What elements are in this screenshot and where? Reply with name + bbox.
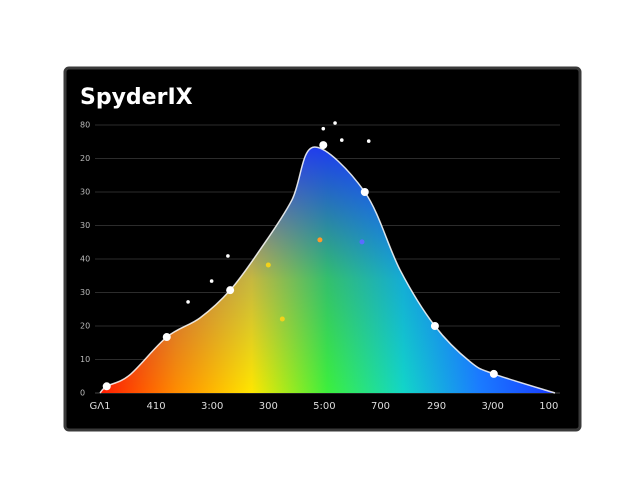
point [366,139,371,143]
x-tick-label: 3/00 [481,401,503,412]
y-tick-label: 20 [80,154,90,163]
x-tick-label: 5:00 [313,401,335,412]
point [333,121,337,125]
point [430,322,439,330]
point [226,254,230,258]
point [489,369,498,378]
x-tick-label: 100 [539,401,558,412]
area-shade [100,147,555,393]
point [265,262,271,268]
point [339,138,344,142]
x-tick-label: 290 [427,401,446,412]
x-tick-label: 300 [259,401,278,412]
x-tick-label: 700 [371,401,390,412]
curve-line [99,146,556,394]
point [360,188,369,196]
point [317,237,323,243]
point [279,316,285,322]
y-tick-label: 10 [80,355,90,364]
y-tick-label: 30 [80,288,90,297]
y-tick-label: 20 [80,322,90,331]
point [186,300,190,304]
x-tick-label: GΛ1 [90,401,111,412]
y-tick-label: 40 [80,255,90,264]
x-tick-label: 410 [147,401,166,412]
y-tick-label: 30 [80,188,90,197]
y-tick-label: 30 [80,221,90,230]
point [319,141,328,150]
point [226,286,235,295]
x-tick-label: 3:00 [201,401,223,412]
y-tick-label: 0 [80,389,85,398]
point [209,279,214,283]
point [162,333,171,342]
point [321,126,326,131]
y-tick-label: 80 [80,121,90,130]
point [359,239,365,245]
chart-title: SpyderIX [80,85,193,110]
point [102,382,111,391]
